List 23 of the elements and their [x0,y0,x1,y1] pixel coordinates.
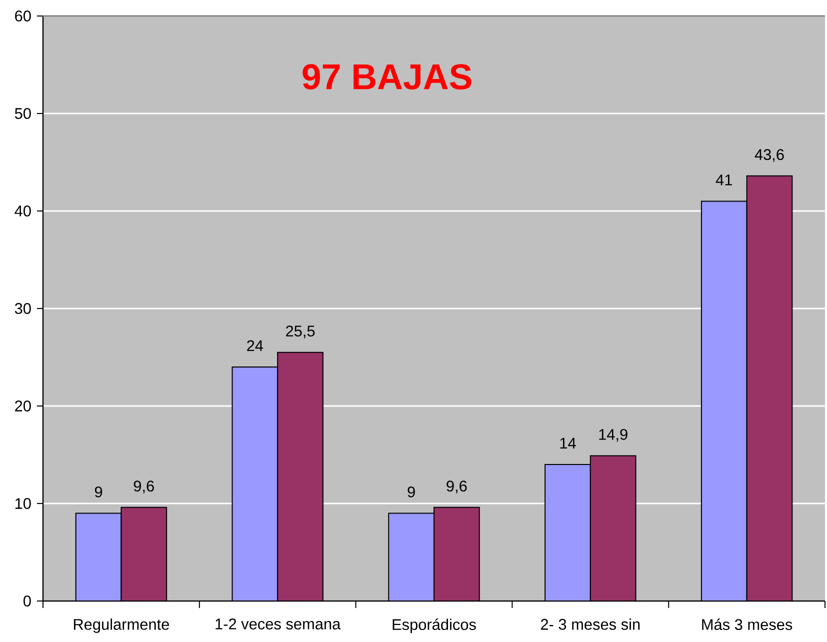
y-tick-label: 20 [15,400,31,412]
data-label: 14 [560,438,576,448]
data-label: 9,6 [446,480,467,494]
data-label: 9 [408,486,415,498]
y-tick-label: 10 [15,498,31,509]
text: 97 BAJAS [302,64,472,90]
data-label: 41 [716,174,732,186]
y-tick-label: 40 [14,206,31,216]
data-label: 25,5 [286,326,315,338]
y-tick-label: 60 [15,10,31,22]
x-tick-label: Más 3 meses [702,618,792,630]
data-label: 9 [94,486,102,498]
y-tick-label: 0 [24,596,31,606]
y-tick-label: 50 [14,108,31,119]
data-label: 9,6 [134,480,154,494]
data-label: 24 [247,340,264,351]
y-tick-label: 30 [14,303,31,314]
x-tick-label: Regularmente [74,618,169,633]
data-label: 14,9 [599,428,628,442]
x-tick-label: Esporádicos [392,618,476,634]
data-label: 43,6 [754,149,784,162]
x-tick-label: 1-2 veces semana [216,618,341,630]
x-tick-label: 2- 3 meses sin [540,618,640,630]
